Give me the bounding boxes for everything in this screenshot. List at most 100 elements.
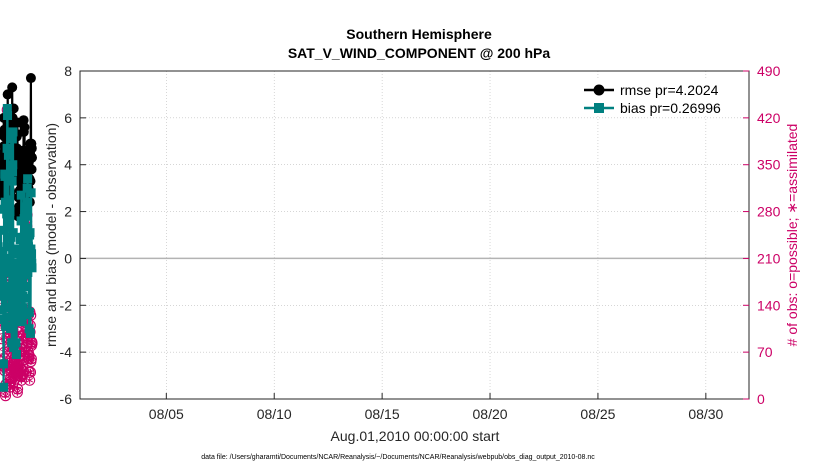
bias-point <box>25 328 35 338</box>
chart-title: Southern Hemisphere <box>346 26 492 42</box>
x-tick-label: 08/30 <box>688 406 723 422</box>
bias-point <box>3 171 13 181</box>
y-tick-label-right: 280 <box>757 204 781 220</box>
bias-point <box>11 300 21 310</box>
bias-point <box>8 160 18 170</box>
bias-point <box>23 174 33 184</box>
bias-point <box>3 216 13 226</box>
bias-point <box>22 197 32 207</box>
y-tick-label-left: -6 <box>60 391 73 407</box>
bias-point <box>0 291 7 301</box>
y-tick-label-right: 140 <box>757 297 781 313</box>
bias-point <box>13 272 23 282</box>
obs-point <box>24 366 37 378</box>
bias-point <box>2 143 12 153</box>
x-tick-label: 08/05 <box>149 406 184 422</box>
bias-point <box>20 282 30 292</box>
bias-point <box>26 188 36 198</box>
legend-bias-label: bias pr=0.26996 <box>620 100 721 116</box>
bias-point <box>22 202 32 212</box>
bias-point <box>9 342 19 352</box>
bias-point <box>1 321 11 331</box>
bias-point <box>19 310 29 320</box>
bias-point <box>25 228 35 238</box>
bias-point <box>0 225 6 235</box>
plot-frame <box>79 70 750 400</box>
bias-point <box>2 242 12 252</box>
bias-point <box>3 150 13 160</box>
bias-point <box>15 286 25 296</box>
bias-point <box>0 382 9 392</box>
bias-point <box>6 258 16 268</box>
rmse-point <box>27 152 37 163</box>
bias-point <box>1 282 11 292</box>
bias-point <box>7 176 17 186</box>
bias-point <box>0 253 10 263</box>
x-tick-label: 08/20 <box>473 406 508 422</box>
y-tick-label-right: 350 <box>757 157 781 173</box>
bias-point <box>22 223 32 233</box>
bias-point <box>27 263 37 273</box>
bias-point <box>6 232 16 242</box>
bias-point <box>15 279 25 289</box>
bias-point <box>11 338 21 348</box>
legend-rmse-marker <box>593 84 605 96</box>
bias-point <box>24 324 34 334</box>
legend: rmse pr=4.2024 bias pr=0.26996 <box>582 78 744 116</box>
bias-point <box>8 228 18 238</box>
axis-ticks: -6 -4 -2 0 2 4 6 8 0 70 140 210 280 350 420 490 08/05 08/… <box>60 63 781 422</box>
bias-point <box>27 249 37 259</box>
y-tick-label-right: 210 <box>757 250 781 266</box>
bias-point <box>18 303 28 313</box>
y-tick-label-left: 0 <box>64 250 72 266</box>
bias-point <box>8 167 18 177</box>
bias-point <box>5 312 15 322</box>
chart-subtitle: SAT_V_WIND_COMPONENT @ 200 hPa <box>288 45 551 61</box>
bias-point <box>0 246 8 256</box>
bias-point <box>3 111 13 121</box>
bias-point <box>26 244 36 254</box>
bias-point <box>5 207 15 217</box>
x-tick-label: 08/10 <box>257 406 292 422</box>
legend-rmse-label: rmse pr=4.2024 <box>620 82 719 98</box>
obs-point <box>26 337 38 349</box>
y-tick-label-left: 2 <box>64 204 72 220</box>
bias-point <box>4 195 14 205</box>
bias-point <box>22 211 32 221</box>
bias-point <box>5 303 15 313</box>
legend-box <box>582 78 744 116</box>
rmse-point <box>25 73 36 84</box>
y-tick-label-right: 420 <box>757 110 781 126</box>
bias-point <box>10 317 20 327</box>
y-tick-label-left: -2 <box>60 297 73 313</box>
bias-point <box>17 317 27 327</box>
bias-point <box>0 359 8 369</box>
obs-point <box>25 353 37 365</box>
x-tick-label: 08/15 <box>365 406 400 422</box>
y-tick-label-left: -4 <box>60 344 73 360</box>
bias-point <box>0 286 8 296</box>
obs-point <box>24 374 36 386</box>
bias-point <box>8 127 18 137</box>
bias-point <box>18 275 28 285</box>
y-tick-label-left: 6 <box>64 110 72 126</box>
y-tick-label-right: 70 <box>757 344 773 360</box>
bias-point <box>0 267 9 277</box>
bias-point <box>12 349 21 359</box>
bias-point <box>2 103 12 113</box>
rmse-point <box>7 82 18 93</box>
bias-point <box>0 314 9 324</box>
bias-series <box>0 103 37 392</box>
y-tick-label-left: 4 <box>64 157 72 173</box>
bias-point <box>23 267 33 277</box>
bias-point <box>8 249 18 259</box>
y-axis-label-right: # of obs: o=possible; ∗=assimilated <box>784 124 800 347</box>
bias-point <box>6 324 16 334</box>
y-tick-label-right: 0 <box>757 391 765 407</box>
x-tick-label: 08/25 <box>580 406 615 422</box>
bias-point <box>24 307 34 317</box>
plot-area <box>80 71 749 399</box>
rmse-point <box>26 143 37 154</box>
bias-point <box>5 265 15 275</box>
